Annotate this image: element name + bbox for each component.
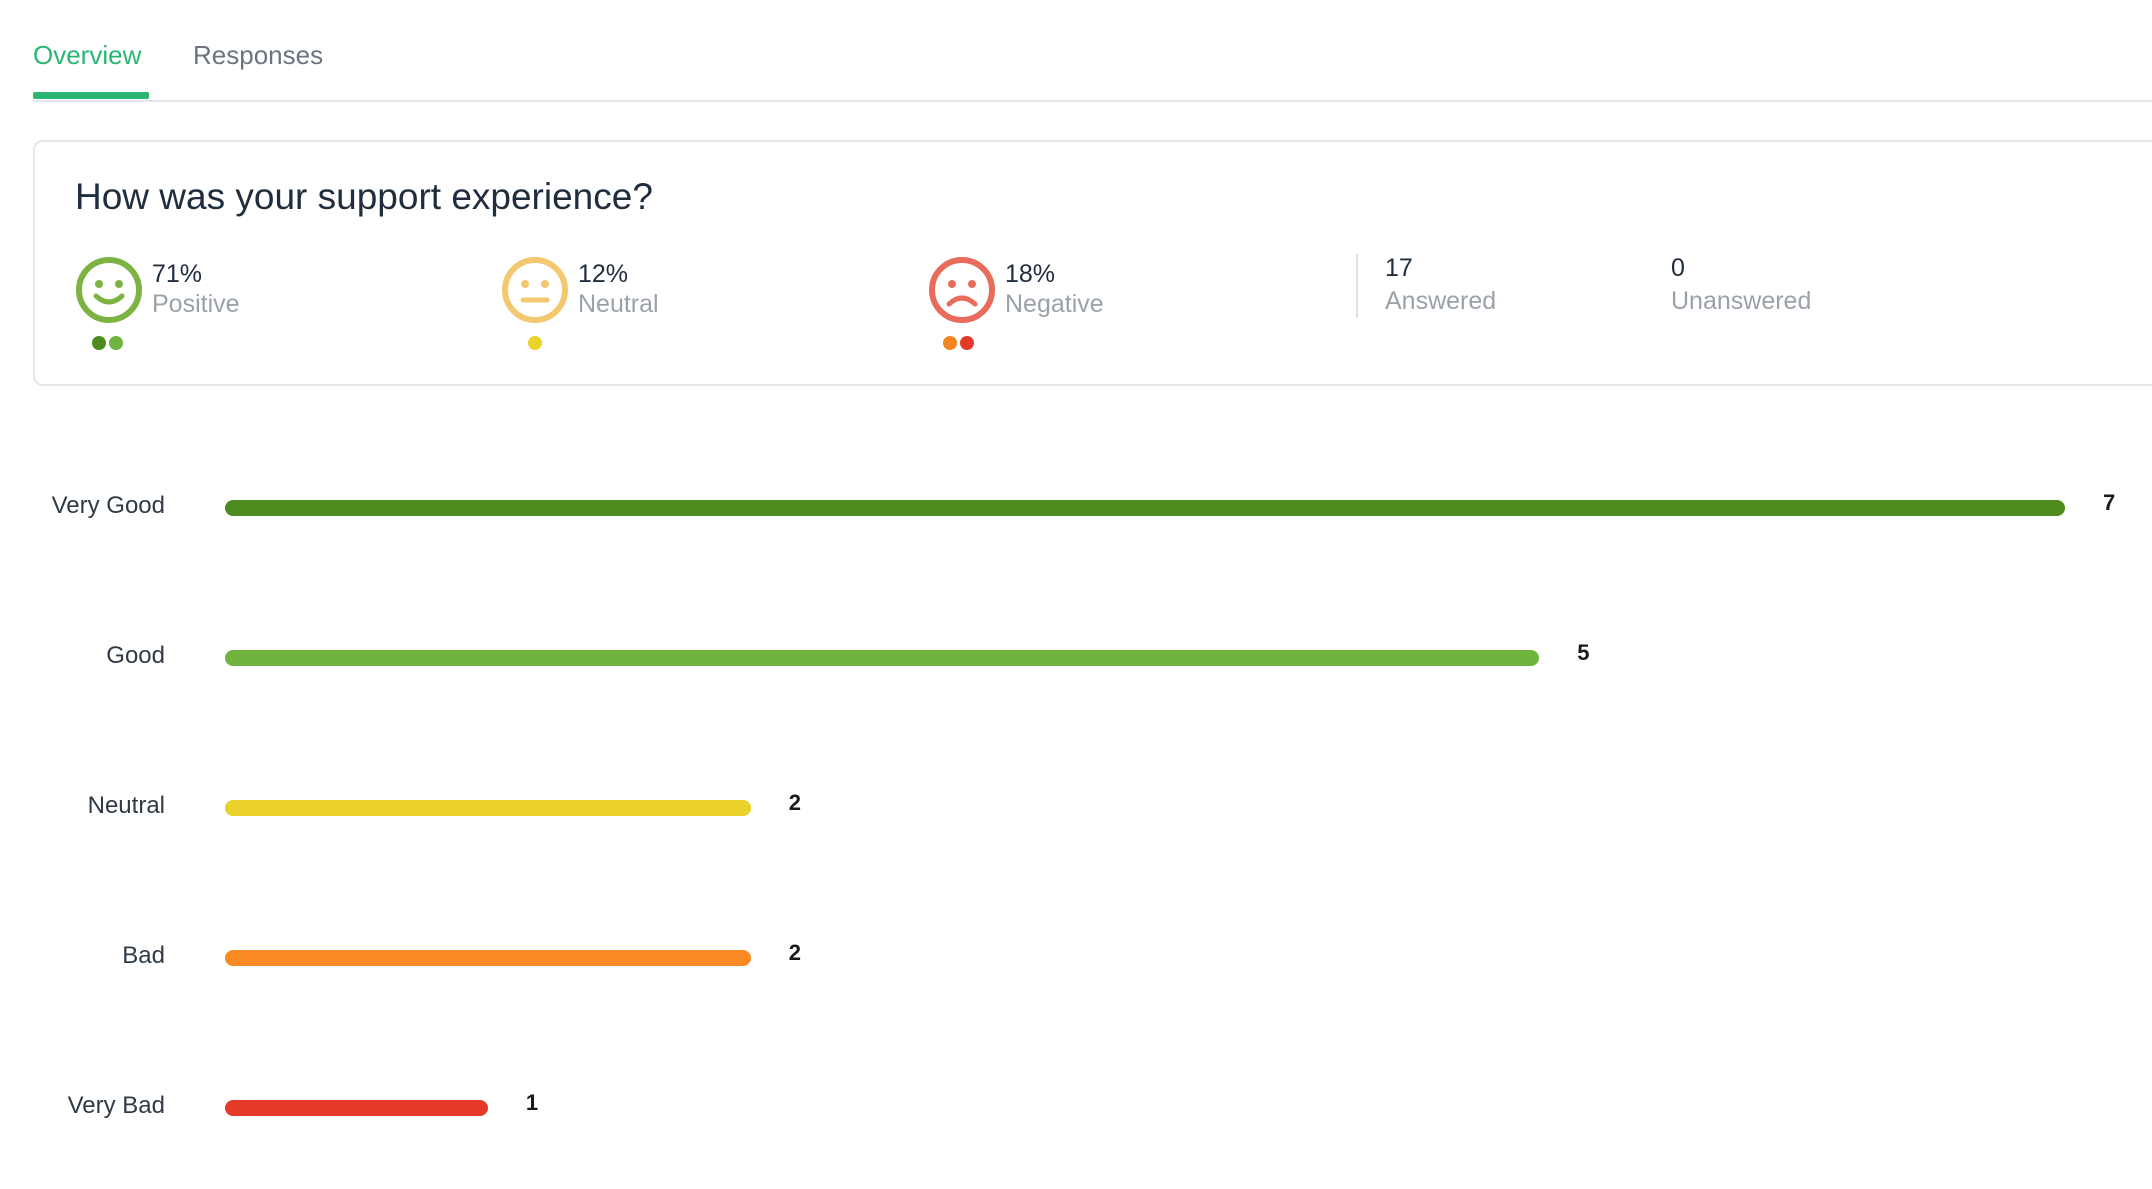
bar-good	[225, 650, 1540, 666]
bar-value-neutral: 2	[788, 790, 801, 815]
neutral-face-icon	[502, 257, 568, 323]
answered-count: 17 Answered	[1385, 254, 1496, 316]
tab-overview[interactable]: Overview	[33, 40, 142, 70]
answered-value: 17	[1385, 254, 1413, 282]
summary-card: How was your support experience? 71% Pos…	[33, 140, 2152, 386]
very-good-dot	[92, 336, 106, 350]
bar-value-very-good: 7	[2103, 490, 2116, 515]
smile-face-icon	[76, 257, 142, 323]
tab-bar: Overview Responses	[33, 0, 2152, 102]
answered-label: Answered	[1385, 287, 1497, 315]
question-title: How was your support experience?	[75, 176, 653, 217]
neutral-dot	[528, 336, 542, 350]
bad-dot	[943, 336, 957, 350]
unanswered-label: Unanswered	[1671, 287, 1812, 315]
bar-value-bad: 2	[788, 940, 801, 965]
bar-label-very-bad: Very Bad	[67, 1092, 165, 1119]
very-bad-dot	[960, 336, 974, 350]
bar-bad	[225, 950, 751, 966]
bar-label-good: Good	[106, 642, 165, 669]
unanswered-value: 0	[1671, 254, 1685, 282]
bar-label-neutral: Neutral	[87, 792, 165, 819]
negative-percent: 18%	[1005, 260, 1056, 288]
neutral-dots	[528, 336, 542, 350]
positive-percent: 71%	[152, 260, 203, 288]
stats-divider	[1356, 254, 1358, 318]
bar-value-good: 5	[1577, 640, 1590, 665]
frown-face-icon	[929, 257, 995, 323]
tab-responses[interactable]: Responses	[193, 40, 324, 70]
good-dot	[109, 336, 123, 350]
bar-label-very-good: Very Good	[51, 492, 165, 519]
negative-dots	[943, 336, 974, 350]
unanswered-count: 0 Unanswered	[1671, 254, 1811, 316]
bar-label-bad: Bad	[122, 942, 165, 969]
bar-neutral	[225, 800, 751, 816]
negative-label: Negative	[1005, 290, 1104, 318]
active-tab-indicator	[33, 92, 149, 99]
bar-very-good	[225, 500, 2065, 516]
positive-label: Positive	[152, 290, 240, 318]
bar-value-very-bad: 1	[525, 1090, 539, 1115]
neutral-percent: 12%	[578, 260, 629, 288]
positive-dots	[92, 336, 123, 350]
bar-very-bad	[225, 1100, 488, 1116]
neutral-label: Neutral	[578, 290, 659, 318]
rating-bar-chart: Very Good 7 Good 5 Neutral 2 Bad 2 Very Bad 1	[0, 430, 2152, 1170]
